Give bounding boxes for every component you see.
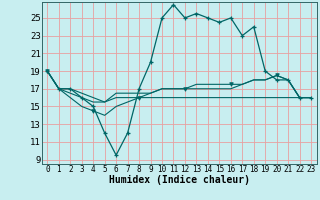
X-axis label: Humidex (Indice chaleur): Humidex (Indice chaleur) [109, 175, 250, 185]
